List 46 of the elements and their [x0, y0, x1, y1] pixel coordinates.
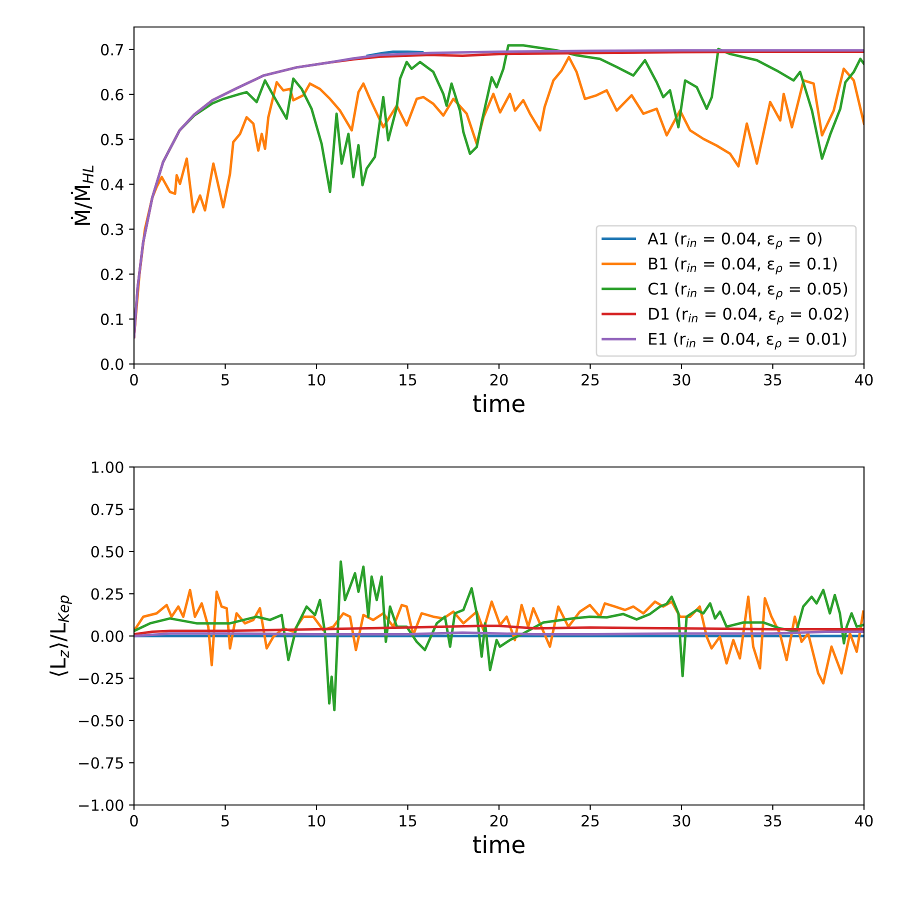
y-tick-label: −0.75 [79, 757, 123, 769]
y-tick-label: 1.00 [92, 461, 124, 474]
x-tick-label: 40 [855, 374, 873, 386]
x-tick-label: 15 [400, 374, 416, 386]
y-tick-label: 0.3 [100, 224, 124, 236]
x-tick-label: 30 [672, 814, 690, 827]
x-tick-label: 40 [855, 814, 873, 827]
y-tick-label: 0.2 [100, 268, 123, 280]
y-axis-title: ⟨L$_{z}$⟩/L$_{Kep}$ [50, 596, 72, 676]
y-tick-label: 0.4 [100, 178, 124, 190]
y-tick-label: 0.50 [91, 546, 124, 558]
x-axis-title: time [472, 394, 524, 412]
x-tick-label: 0 [130, 374, 138, 386]
x-tick-label: 5 [222, 815, 229, 827]
y-tick-label: 0.1 [100, 314, 123, 326]
line-series [134, 560, 864, 712]
legend-label: D1 (r$_{in}$ = 0.04, ε$_{ρ}$ = 0.02) [649, 307, 848, 325]
x-tick-label: 10 [308, 814, 326, 827]
y-tick-label: 0.25 [91, 588, 123, 600]
x-tick-label: 25 [582, 814, 599, 827]
y-tick-label: 0.7 [100, 44, 123, 56]
x-tick-label: 20 [490, 814, 508, 827]
y-tick-label: 0.0 [100, 358, 124, 370]
y-tick-label: −0.50 [79, 714, 124, 727]
y-tick-label: −0.25 [79, 672, 123, 684]
legend-label: E1 (r$_{in}$ = 0.04, ε$_{ρ}$ = 0.01) [649, 332, 846, 350]
legend-label: A1 (r$_{in}$ = 0.04, ε$_{ρ}$ = 0) [648, 232, 822, 250]
legend-label: C1 (r$_{in}$ = 0.04, ε$_{ρ}$ = 0.05) [648, 282, 848, 300]
x-tick-label: 10 [308, 374, 326, 386]
legend-label: B1 (r$_{in}$ = 0.04, ε$_{ρ}$ = 0.1) [649, 257, 837, 274]
x-tick-label: 35 [764, 374, 782, 386]
y-tick-label: 0.00 [91, 630, 124, 642]
x-tick-label: 30 [672, 374, 690, 386]
y-tick-label: 0.6 [100, 88, 124, 100]
x-tick-label: 0 [130, 814, 138, 827]
x-tick-label: 20 [490, 374, 508, 386]
line-series [134, 624, 864, 636]
y-tick-label: 0.5 [100, 134, 123, 146]
x-tick-label: 25 [582, 374, 599, 386]
x-tick-label: 35 [764, 814, 782, 827]
x-tick-label: 15 [400, 815, 416, 827]
x-axis-title: time [472, 835, 524, 854]
x-tick-label: 5 [222, 374, 229, 386]
y-axis-title: Ṁ/Ṁ$_{HL}$ [70, 166, 94, 225]
y-tick-label: 0.75 [91, 504, 123, 516]
y-tick-label: −1.00 [79, 799, 124, 812]
